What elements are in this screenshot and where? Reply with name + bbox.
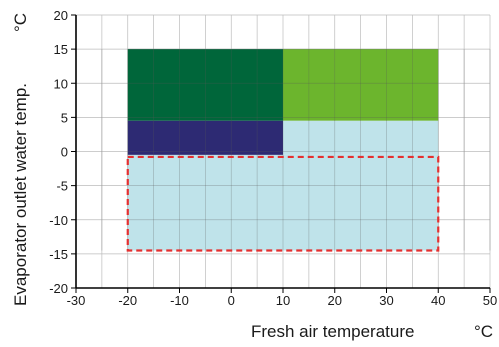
y-tick-label: 20	[54, 8, 68, 23]
operating-region-5	[127, 154, 439, 251]
operating-regions	[75, 48, 491, 251]
x-tick-label: -30	[67, 293, 86, 308]
y-axis-unit: °C	[11, 13, 30, 32]
x-tick-label: 0	[228, 293, 235, 308]
operating-region-3	[127, 120, 283, 155]
y-tick-label: 10	[54, 76, 68, 91]
x-tick-label: 30	[379, 293, 393, 308]
dashed-outline-layer	[126, 155, 440, 252]
operating-region-4	[283, 120, 439, 155]
x-axis-unit: °C	[474, 322, 493, 341]
y-tick-label: -5	[56, 179, 68, 194]
x-tick-label: -20	[118, 293, 137, 308]
operating-region-2	[283, 49, 439, 121]
operating-region-1	[127, 49, 283, 121]
axes	[71, 14, 491, 293]
x-axis-label: Fresh air temperature	[251, 322, 414, 341]
y-tick-label: -15	[49, 247, 68, 262]
x-tick-label: 10	[276, 293, 290, 308]
x-tick-label: -10	[170, 293, 189, 308]
y-tick-label: 5	[61, 110, 68, 125]
x-tick-label: 50	[483, 293, 497, 308]
dashed-outline	[126, 155, 440, 252]
y-tick-label: -10	[49, 213, 68, 228]
y-tick-label: 15	[54, 42, 68, 57]
y-tick-label: -20	[49, 281, 68, 296]
y-tick-label: 0	[61, 145, 68, 160]
y-axis-label: Evaporator outlet water temp.	[11, 83, 30, 306]
x-tick-label: 40	[431, 293, 445, 308]
x-tick-label: 20	[328, 293, 342, 308]
